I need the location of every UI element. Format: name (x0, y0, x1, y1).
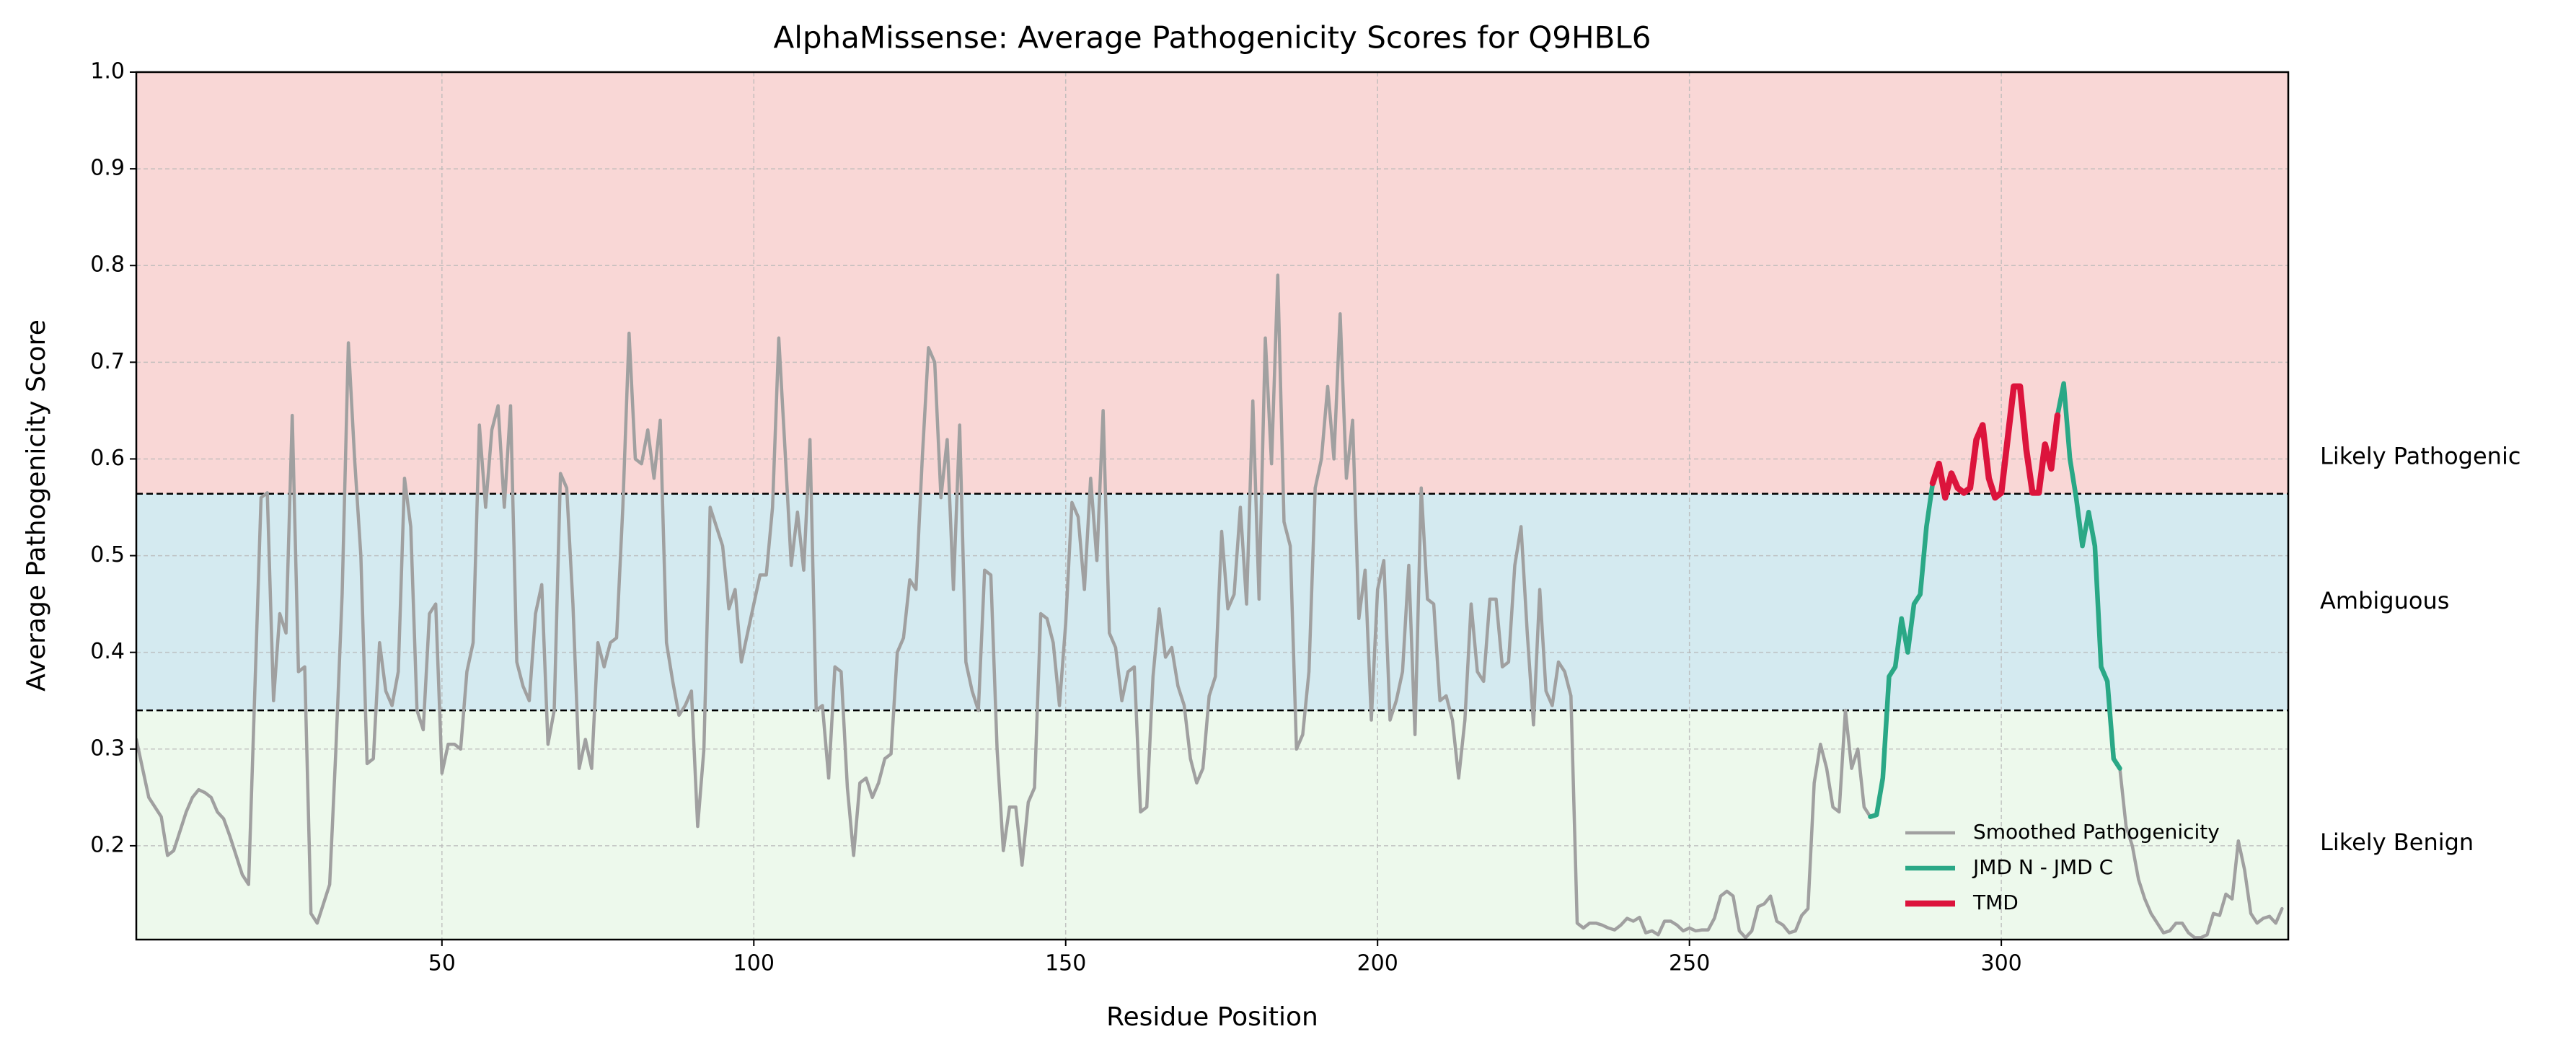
x-axis-label: Residue Position (1106, 1002, 1318, 1032)
band-label: Ambiguous (2320, 587, 2449, 614)
y-tick-label: 0.6 (90, 446, 125, 471)
x-tick-label: 50 (428, 951, 456, 976)
y-tick-label: 0.2 (90, 832, 125, 857)
band (136, 72, 2288, 494)
y-tick-label: 0.3 (90, 736, 125, 761)
band-label: Likely Benign (2320, 829, 2474, 856)
x-tick-label: 100 (733, 951, 775, 976)
y-tick-label: 0.7 (90, 349, 125, 374)
band (136, 493, 2288, 711)
legend-label: TMD (1972, 891, 2019, 914)
band-label: Likely Pathogenic (2320, 443, 2520, 470)
y-tick-label: 0.8 (90, 252, 125, 278)
chart-title: AlphaMissense: Average Pathogenicity Sco… (773, 20, 1651, 56)
legend-label: Smoothed Pathogenicity (1973, 820, 2220, 844)
y-tick-label: 1.0 (90, 59, 125, 84)
plot-frame (135, 71, 2290, 941)
legend-label: JMD N - JMD C (1972, 855, 2113, 879)
y-tick-label: 0.4 (90, 639, 125, 664)
x-tick-label: 150 (1045, 951, 1086, 976)
band (136, 710, 2288, 940)
x-tick-label: 250 (1669, 951, 1710, 976)
x-tick-label: 200 (1357, 951, 1398, 976)
y-tick-label: 0.9 (90, 156, 125, 181)
y-tick-label: 0.5 (90, 542, 125, 567)
series-line (1929, 383, 2061, 501)
y-axis-label: Average Pathogenicity Score (22, 319, 51, 692)
x-tick-label: 300 (1981, 951, 2022, 976)
